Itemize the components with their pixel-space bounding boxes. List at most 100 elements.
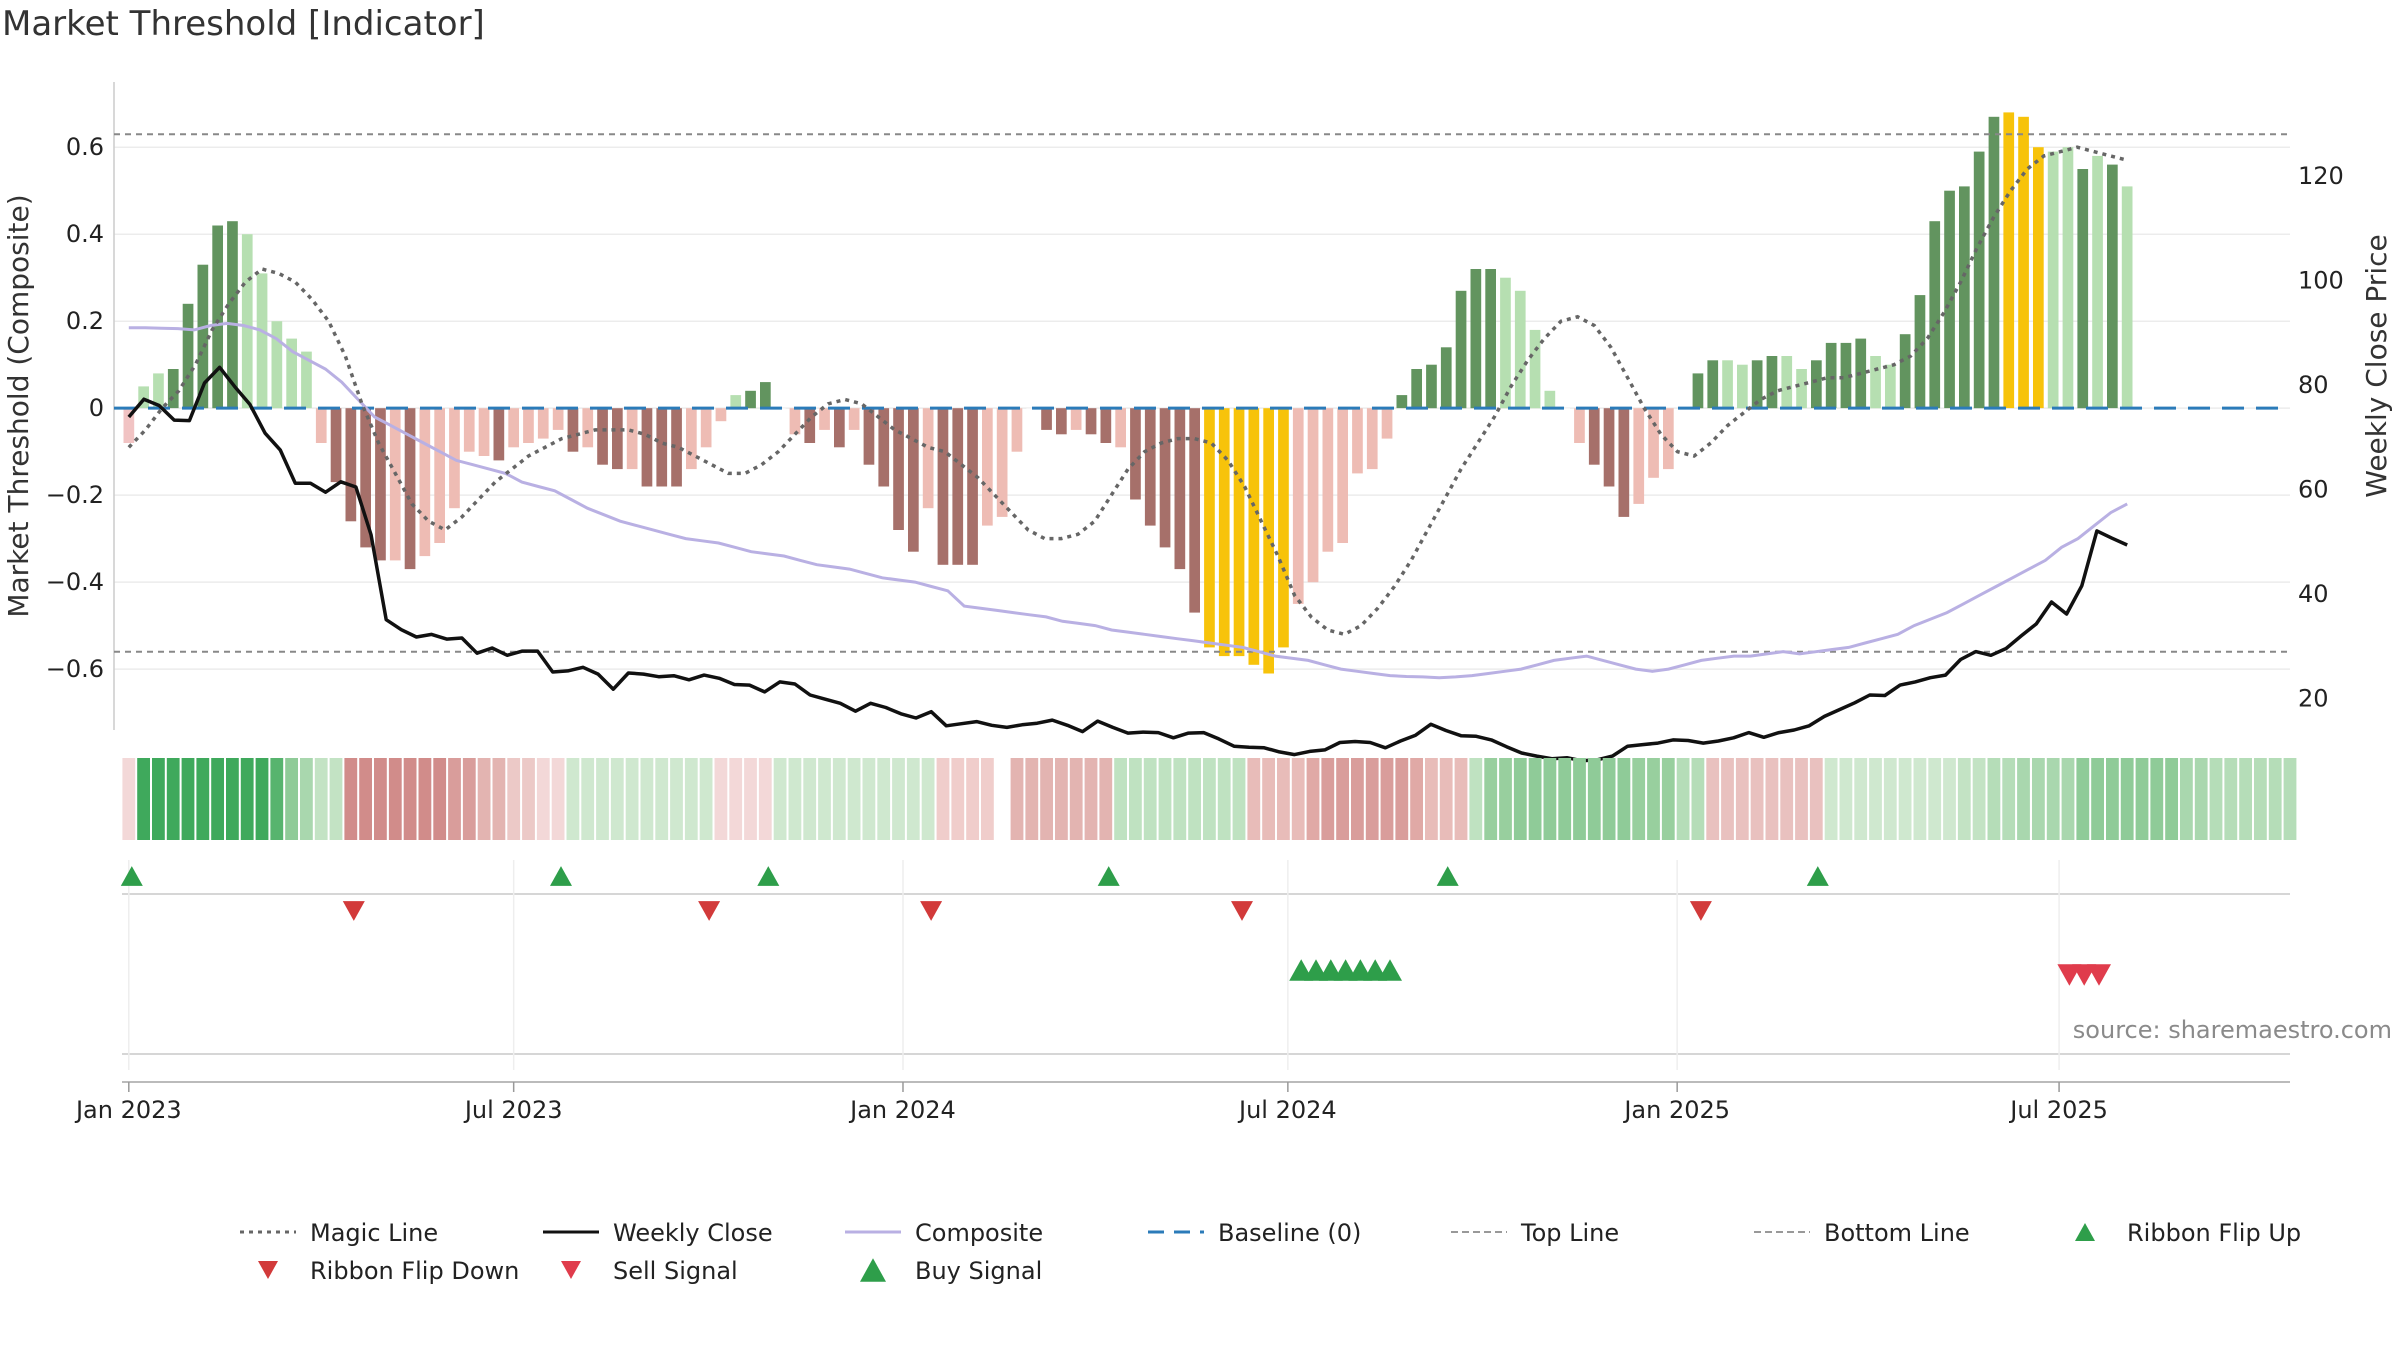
- composite-bar: [123, 408, 135, 443]
- ribbon-cell: [137, 758, 150, 840]
- ribbon-cell: [418, 758, 432, 840]
- ribbon-cell: [1706, 758, 1720, 840]
- chart-title: Market Threshold [Indicator]: [2, 4, 485, 44]
- composite-bar: [1618, 408, 1630, 517]
- ribbon-flip-up-marker: [1806, 866, 1829, 886]
- y2-tick-label: 120: [2298, 162, 2344, 190]
- composite-bar: [1574, 408, 1585, 443]
- composite-bar: [1248, 408, 1260, 665]
- ribbon-cell: [655, 758, 669, 840]
- composite-bar: [671, 408, 682, 487]
- legend-swatch: [258, 1261, 278, 1279]
- ribbon-cell: [640, 758, 654, 840]
- ribbon-cell: [729, 758, 743, 840]
- legend-label: Ribbon Flip Up: [2127, 1219, 2301, 1247]
- buy-signal-marker: [1378, 959, 1402, 981]
- ribbon-cell: [1321, 758, 1335, 840]
- ribbon-cell: [1439, 758, 1453, 840]
- ribbon-cell: [2120, 758, 2134, 840]
- ribbon-cell: [670, 758, 683, 840]
- ribbon-cell: [610, 758, 624, 840]
- composite-bar: [1663, 408, 1674, 470]
- ribbon-cell: [1232, 758, 1246, 840]
- composite-bar: [700, 408, 712, 448]
- ribbon-cell: [2194, 758, 2208, 840]
- composite-bar: [138, 386, 149, 409]
- ribbon-cell: [2135, 758, 2149, 840]
- composite-bar: [1796, 369, 1807, 409]
- y-tick-label: −0.6: [46, 655, 104, 683]
- ribbon-cell: [2032, 758, 2045, 840]
- composite-bar: [982, 408, 993, 526]
- legend-swatch: [860, 1258, 886, 1282]
- composite-bar: [1751, 360, 1763, 409]
- composite-bar: [256, 273, 268, 409]
- composite-bar: [1411, 369, 1422, 409]
- composite-bar: [1396, 395, 1408, 409]
- composite-bar: [863, 408, 875, 465]
- composite-bar: [1973, 151, 1985, 409]
- ribbon-cell: [1676, 758, 1690, 840]
- composite-bar: [2003, 112, 2015, 409]
- legend-item: Magic Line: [240, 1219, 438, 1247]
- legend-label: Bottom Line: [1824, 1219, 1970, 1247]
- x-tick-label: Jul 2025: [2008, 1096, 2108, 1124]
- legend-item: Buy Signal: [860, 1257, 1042, 1285]
- ribbon-cell: [1410, 758, 1423, 840]
- ribbon-cell: [1750, 758, 1764, 840]
- ribbon-cell: [1543, 758, 1557, 840]
- composite-bar: [1218, 408, 1230, 657]
- ribbon-cell: [936, 758, 950, 840]
- ribbon-cell: [196, 758, 210, 840]
- composite-bar: [1100, 408, 1112, 443]
- ribbon-cell: [2165, 758, 2178, 840]
- ribbon-cell: [744, 758, 757, 840]
- ribbon-cell: [1351, 758, 1364, 840]
- ribbon-cell: [2076, 758, 2090, 840]
- composite-bar: [1352, 408, 1363, 474]
- composite-bar: [582, 408, 594, 448]
- composite-bar: [715, 408, 727, 422]
- composite-bar: [2033, 147, 2044, 409]
- y2-tick-label: 40: [2298, 580, 2329, 608]
- y-axis-title: Market Threshold (Composite): [2, 194, 35, 617]
- ribbon-cell: [1291, 758, 1305, 840]
- ribbon-cell: [1365, 758, 1379, 840]
- ribbon-cell: [2180, 758, 2193, 840]
- ribbon-cell: [1691, 758, 1705, 840]
- composite-bar: [1588, 408, 1600, 465]
- ribbon-cell: [1573, 758, 1586, 840]
- legend-label: Sell Signal: [613, 1257, 738, 1285]
- ribbon-cell: [1306, 758, 1320, 840]
- composite-bar: [1056, 408, 1067, 435]
- composite-bar: [1070, 408, 1082, 430]
- composite-bar: [893, 408, 904, 530]
- composite-bar: [1337, 408, 1348, 543]
- composite-bar: [567, 408, 579, 452]
- ribbon-cell: [995, 758, 1009, 840]
- composite-bar: [1899, 334, 1911, 409]
- ribbon-cell: [152, 758, 165, 840]
- composite-bar: [1781, 356, 1793, 409]
- composite-bar: [271, 321, 283, 409]
- composite-bar: [404, 408, 416, 570]
- composite-bar: [1707, 360, 1719, 409]
- composite-bars: [123, 112, 2133, 674]
- ribbon-cell: [1114, 758, 1127, 840]
- ribbon-cell: [596, 758, 609, 840]
- ribbon-cell: [1262, 758, 1275, 840]
- ribbon-cell: [1395, 758, 1409, 840]
- ribbon-cell: [1513, 758, 1527, 840]
- ribbon-cell: [2002, 758, 2016, 840]
- composite-bar: [1381, 408, 1393, 439]
- ribbon-cell: [2224, 758, 2238, 840]
- ribbon-cell: [581, 758, 595, 840]
- ribbon-cell: [1632, 758, 1646, 840]
- y-tick-label: −0.4: [46, 568, 104, 596]
- composite-bar: [848, 408, 860, 430]
- composite-bar: [2121, 186, 2133, 409]
- legend-label: Magic Line: [310, 1219, 438, 1247]
- ribbon-cell: [1143, 758, 1157, 840]
- composite-bar: [1159, 408, 1171, 548]
